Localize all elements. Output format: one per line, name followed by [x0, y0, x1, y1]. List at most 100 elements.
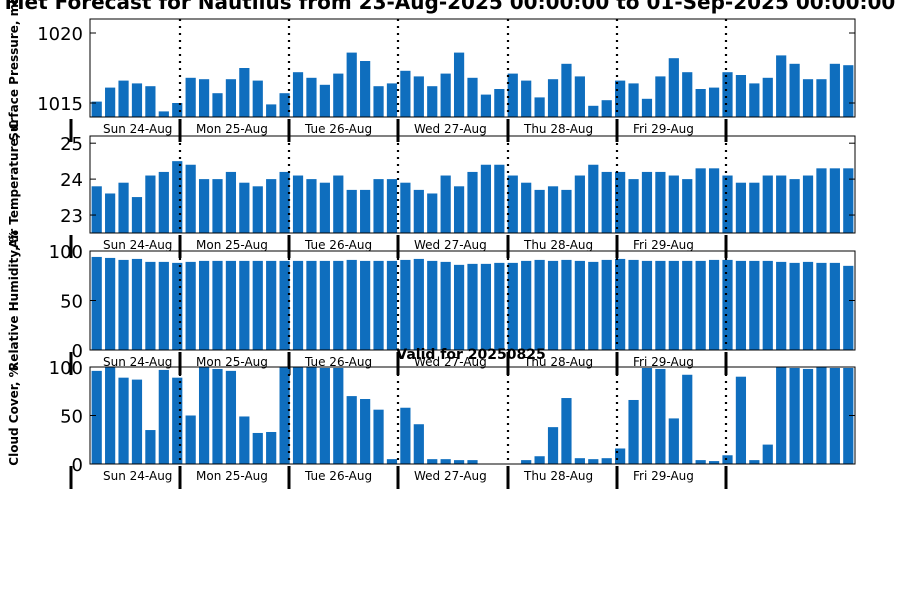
cloud-cover-bar	[843, 367, 854, 464]
relative-humidity-bar	[360, 260, 371, 350]
air-temperature-bar	[467, 171, 478, 233]
relative-humidity-bar	[521, 260, 532, 350]
cloud-cover-bar	[655, 368, 666, 464]
surface-pressure-bar	[145, 86, 156, 117]
air-temperature-bar	[641, 171, 653, 233]
relative-humidity-bar	[440, 261, 451, 350]
relative-humidity-bar	[601, 259, 612, 350]
y-tick-label: 100	[49, 242, 83, 263]
cloud-cover-bar	[252, 432, 263, 464]
surface-pressure-bar	[319, 84, 330, 117]
air-temperature-bar	[668, 175, 679, 233]
air-temperature-bar	[789, 179, 800, 233]
cloud-cover-bar	[588, 459, 599, 464]
air-temperature-bar	[373, 179, 384, 233]
air-temperature-bar	[829, 168, 840, 233]
relative-humidity-bar	[668, 260, 679, 350]
relative-humidity-bar	[480, 263, 492, 350]
cloud-cover-bar	[641, 367, 653, 464]
relative-humidity-bar	[346, 259, 357, 350]
surface-pressure-bar	[467, 77, 478, 117]
day-label: Sun 24-Aug	[103, 122, 172, 136]
surface-pressure-bar	[507, 73, 518, 117]
air-temperature-bar	[306, 179, 317, 233]
relative-humidity-bar	[776, 261, 787, 350]
air-temperature-bar	[400, 182, 411, 233]
relative-humidity-bar	[333, 260, 344, 350]
day-label: Sun 24-Aug	[103, 355, 172, 369]
relative-humidity-bar	[386, 260, 398, 350]
cloud-cover-bar	[373, 409, 384, 464]
surface-pressure-bar	[789, 63, 800, 117]
air-temperature-panel: 23 24 25 Air Temperature, C Sun 24-Aug Mon 25…	[7, 121, 856, 258]
relative-humidity-bar	[494, 262, 505, 350]
day-label: Fri 29-Aug	[633, 238, 694, 252]
relative-humidity-bar	[225, 260, 237, 350]
cloud-cover-bar	[212, 368, 223, 464]
air-temperature-bar	[695, 168, 706, 233]
surface-pressure-bar	[574, 76, 585, 117]
surface-pressure-bar	[360, 61, 371, 117]
air-temperature-bar	[749, 182, 760, 233]
day-label: Thu 28-Aug	[523, 355, 593, 369]
day-label: Tue 26-Aug	[304, 238, 372, 252]
surface-pressure-bar	[306, 77, 317, 117]
surface-pressure-bar	[400, 70, 411, 117]
air-temperature-bar	[843, 168, 854, 233]
day-label: Mon 25-Aug	[196, 238, 268, 252]
cloud-cover-bar	[91, 370, 102, 464]
day-label: Mon 25-Aug	[196, 469, 268, 483]
surface-pressure-bar	[212, 93, 223, 117]
air-temperature-bar	[776, 175, 787, 233]
cloud-cover-bar	[776, 367, 787, 464]
day-label: Sun 24-Aug	[103, 469, 172, 483]
cloud-cover-bar	[400, 407, 411, 464]
surface-pressure-bar	[427, 86, 438, 117]
relative-humidity-bar	[453, 264, 465, 350]
cloud-cover-bar	[615, 448, 626, 464]
air-temperature-bar	[145, 175, 156, 233]
air-temperature-bar	[279, 171, 290, 233]
surface-pressure-bar	[185, 77, 196, 117]
air-temperature-bar	[735, 182, 747, 233]
cloud-cover-bar	[319, 367, 330, 464]
cloud-cover-bar	[172, 377, 183, 464]
surface-pressure-bar	[440, 73, 451, 117]
day-label: Tue 26-Aug	[304, 355, 372, 369]
air-temperature-ylabel: Air Temperature, C	[7, 121, 21, 249]
surface-pressure-panel: 1015 1020 Surface Pressure, mb Sun 24-Aug Mo…	[7, 0, 856, 142]
day-label: Tue 26-Aug	[304, 469, 372, 483]
y-tick-label: 24	[60, 170, 83, 191]
cloud-cover-bar	[601, 458, 612, 464]
air-temperature-bar	[386, 179, 398, 233]
relative-humidity-bar	[252, 260, 263, 350]
cloud-cover-bar	[816, 367, 827, 464]
air-temperature-bar	[427, 193, 438, 233]
cloud-cover-bar	[735, 376, 747, 464]
surface-pressure-bar	[453, 52, 465, 117]
cloud-cover-bar	[145, 430, 156, 464]
air-temperature-bar	[91, 186, 102, 233]
air-temperature-bar	[453, 186, 465, 233]
day-label: Mon 25-Aug	[196, 122, 268, 136]
air-temperature-bar	[225, 171, 237, 233]
cloud-cover-bar	[386, 459, 398, 464]
surface-pressure-bar	[292, 72, 304, 117]
air-temperature-bar	[172, 161, 183, 233]
cloud-cover-bar	[158, 369, 169, 464]
relative-humidity-bar	[695, 260, 706, 350]
relative-humidity-bar	[172, 262, 183, 350]
air-temperature-axes	[89, 135, 856, 234]
air-temperature-bar	[682, 179, 693, 233]
cloud-cover-bar	[749, 460, 760, 464]
surface-pressure-bar	[239, 68, 250, 117]
surface-pressure-bar	[749, 83, 760, 117]
relative-humidity-bar	[292, 260, 304, 350]
relative-humidity-bar	[105, 257, 116, 350]
air-temperature-bar	[655, 171, 666, 233]
surface-pressure-bar	[843, 65, 854, 117]
y-tick-label: 1015	[37, 94, 83, 115]
relative-humidity-bar	[762, 260, 773, 350]
surface-pressure-bar	[829, 63, 840, 117]
